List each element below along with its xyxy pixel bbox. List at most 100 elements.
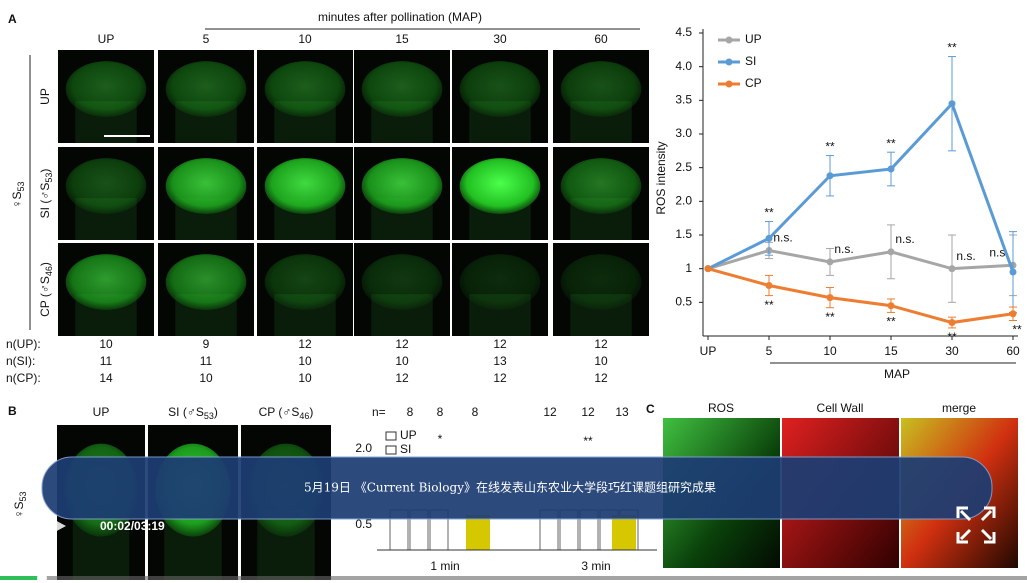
count: 9 (203, 337, 210, 351)
stigma (361, 158, 443, 214)
legend-label: SI (745, 54, 756, 68)
label-sub: 53 (44, 173, 54, 183)
group-label: 3 min (581, 559, 610, 573)
legend-marker (725, 36, 733, 44)
column-header: merge (942, 401, 976, 415)
label-sub: 53 (204, 411, 214, 421)
x-tick-label: 60 (1006, 344, 1020, 358)
row-label: UP (38, 88, 52, 105)
column-header: CP (♂S46) (259, 405, 314, 421)
count: 10 (199, 371, 213, 385)
stigma (560, 61, 642, 117)
legend-label: UP (400, 428, 417, 442)
column-header: UP (98, 32, 115, 46)
stigma (165, 158, 247, 214)
count: 11 (200, 354, 213, 368)
column-header: ROS (708, 401, 734, 415)
point (826, 294, 834, 302)
point (1009, 310, 1017, 318)
stigma (560, 158, 642, 214)
count: 12 (594, 371, 608, 385)
panel-label: C (646, 402, 655, 416)
progress-track[interactable] (0, 576, 1027, 580)
legend-marker (725, 80, 733, 88)
row-label: SI (♂S53) (38, 169, 54, 219)
time: 00:02/03:19 (100, 519, 165, 533)
count-label: n(SI): (6, 354, 35, 368)
point (948, 319, 956, 327)
annotation: n.s. (834, 242, 853, 256)
y-tick-label: 4.0 (675, 59, 692, 73)
annotation: ** (947, 41, 957, 55)
stigma (65, 254, 147, 310)
panel-label: A (8, 12, 17, 26)
column-header: Cell Wall (817, 401, 864, 415)
play-button[interactable] (40, 512, 66, 540)
stigma (264, 254, 346, 310)
y-tick-label: 0.5 (355, 517, 372, 531)
y-tick-label: 1 (685, 261, 692, 275)
bar (612, 515, 636, 550)
x-tick-label: 30 (945, 344, 959, 358)
point (1009, 268, 1017, 276)
annotation: ** (1012, 323, 1022, 337)
count: 11 (100, 354, 113, 368)
n-value: 8 (472, 405, 479, 419)
stigma (264, 158, 346, 214)
point (887, 248, 895, 256)
count: 13 (493, 354, 507, 368)
bar (466, 515, 490, 550)
n-label: n= (372, 405, 386, 419)
x-tick-label: UP (700, 344, 717, 358)
panel-label: B (8, 404, 17, 418)
label-sub: 46 (44, 266, 54, 276)
point (887, 302, 895, 310)
label-sub: 46 (299, 411, 309, 421)
annotation: n.s. (773, 231, 792, 245)
label-part: ) (38, 262, 52, 266)
caption: 5月19日 《Current Biology》在线发表山东农业大学段巧红课题组研… (304, 480, 716, 495)
point (948, 100, 956, 108)
count: 10 (99, 337, 113, 351)
count: 12 (395, 371, 409, 385)
column-header: 30 (493, 32, 507, 46)
point (826, 172, 834, 180)
count-label: n(CP): (6, 371, 41, 385)
label-part: CP (♂S (259, 405, 300, 419)
series-line (707, 267, 1014, 325)
annotation: ** (886, 136, 896, 150)
label-part: ) (309, 405, 313, 419)
point (765, 282, 773, 289)
stigma (459, 158, 541, 214)
progress-played (0, 576, 42, 580)
stigma (459, 254, 541, 310)
count: 10 (298, 371, 312, 385)
annotation: ** (764, 206, 774, 220)
y-tick-label: 0.5 (675, 295, 692, 309)
label-part: SI (♂S (168, 405, 204, 419)
label-sub: 53 (16, 181, 26, 191)
legend-box (385, 445, 397, 455)
legend-label: CP (745, 76, 762, 90)
count: 12 (493, 371, 507, 385)
female-label: ♀S53 (12, 491, 28, 518)
label-part: ♀S (10, 192, 24, 209)
annotation: ** (825, 140, 835, 154)
y-tick-label: 1.5 (675, 227, 692, 241)
x-tick-label: 15 (884, 344, 898, 358)
y-tick-label: 3.5 (675, 93, 692, 107)
column-header: 15 (395, 32, 409, 46)
column-header: 60 (594, 32, 608, 46)
label-part: CP (♂S (38, 276, 52, 317)
progress-knob[interactable] (37, 573, 47, 583)
y-tick-label: 3.0 (675, 126, 692, 140)
stigma (459, 61, 541, 117)
fullscreen-button[interactable] (956, 506, 996, 544)
point (948, 265, 956, 273)
label-part: SI (♂S (38, 183, 52, 219)
annotation: ** (886, 315, 896, 329)
n-value: 8 (407, 405, 414, 419)
count: 12 (395, 337, 409, 351)
point (704, 265, 712, 273)
